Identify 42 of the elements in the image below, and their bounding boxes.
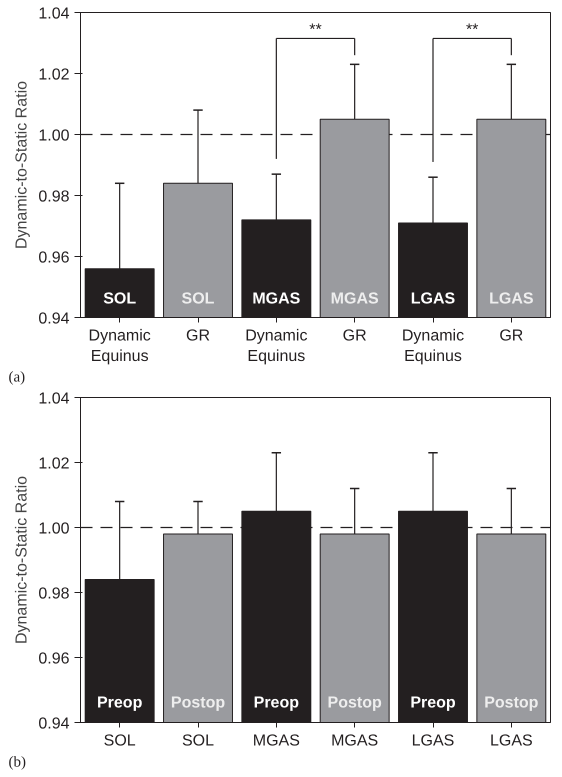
y-axis-title: Dynamic-to-Static Ratio (13, 80, 30, 250)
x-tick-label: MGAS (331, 732, 378, 750)
text: (b) (8, 754, 26, 770)
annotation: LGAS (489, 290, 534, 308)
annotation: SOL (103, 290, 136, 308)
y-tick-label: 1.00 (38, 520, 70, 538)
x-tick-label: SOL (104, 732, 136, 750)
y-tick-label: 0.98 (38, 188, 70, 206)
x-tick-label: LGAS (490, 732, 533, 750)
x-tick-label: Dynamic Equinus (402, 328, 464, 365)
y-tick-label: 0.94 (38, 310, 70, 328)
x-tick-label: SOL (182, 732, 214, 750)
x-tick-label: GR (499, 328, 524, 344)
annotation: MGAS (330, 290, 379, 308)
annotation: ** (309, 21, 322, 38)
text: (a) (8, 370, 26, 386)
y-tick-label: 1.00 (38, 128, 70, 144)
y-tick-label: 0.98 (38, 586, 70, 602)
annotation: SOL (182, 290, 215, 308)
x-tick-label: Dynamic Equinus (245, 328, 308, 365)
x-tick-label: MGAS (252, 732, 300, 750)
annotation: MGAS (252, 290, 301, 308)
x-tick-label: LGAS (412, 732, 454, 750)
annotation: Preop (96, 694, 143, 712)
annotation: LGAS (410, 290, 456, 308)
x-tick-label: Dynamic Equinus (88, 328, 151, 365)
y-tick-label: 1.04 (38, 6, 70, 22)
annotation: Postop (484, 694, 539, 712)
annotation: Preop (410, 694, 456, 712)
annotation: Preop (254, 694, 300, 712)
x-tick-label: GR (186, 328, 210, 344)
annotation: Postop (328, 694, 382, 712)
annotation: ** (466, 21, 478, 38)
annotation: Postop (170, 694, 226, 712)
y-axis-title: Dynamic-to-Static Ratio (13, 476, 30, 644)
y-tick-label: 1.02 (38, 456, 70, 472)
y-tick-label: 1.04 (38, 390, 70, 408)
y-tick-label: 0.94 (38, 716, 70, 732)
y-tick-label: 1.02 (38, 66, 70, 84)
y-tick-label: 0.96 (38, 250, 70, 266)
x-tick-label: GR (342, 328, 367, 344)
y-tick-label: 0.96 (38, 650, 70, 668)
